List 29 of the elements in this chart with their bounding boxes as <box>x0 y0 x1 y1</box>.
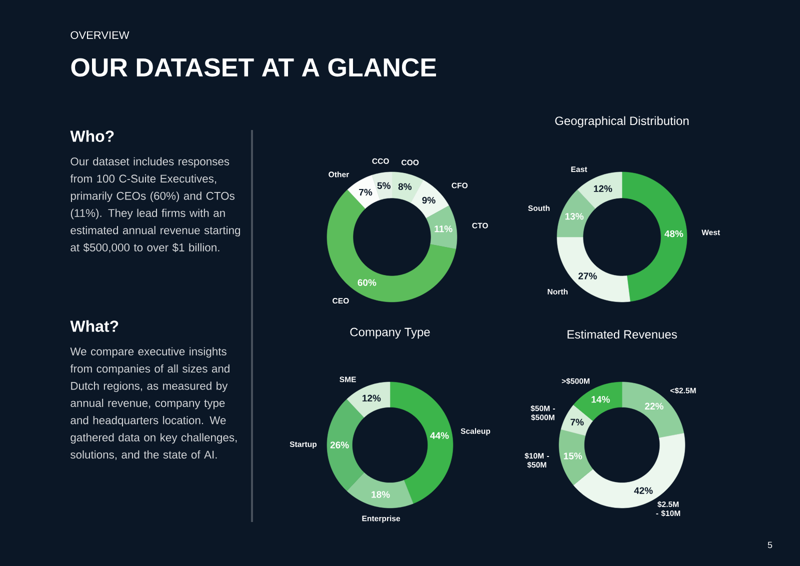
text: OVERVIEW <box>70 31 130 39</box>
text: What? <box>70 320 118 332</box>
data-label: 42% <box>634 487 653 494</box>
chart-title: Estimated Revenues <box>568 330 677 339</box>
data-label: 27% <box>578 272 597 280</box>
text: 5 <box>768 542 772 548</box>
text: Who? <box>70 130 114 142</box>
data-label: 11% <box>434 226 452 232</box>
chart-title: Geographical Distribution <box>555 116 689 128</box>
data-label: 14% <box>592 396 610 403</box>
data-label: 26% <box>330 442 349 448</box>
data-label: 7% <box>570 418 584 426</box>
data-label: 5% <box>377 182 390 189</box>
text: We compare executive insights from companies of all sizes and Dutch regions, as measured by annual revenue, company type and headquarters location. We gathered data on key challenges, solutions, and the state of AI. <box>70 347 237 460</box>
text: OUR DATASET AT A GLANCE <box>71 58 436 77</box>
chart-title: Company Type <box>350 328 430 339</box>
data-label: 13% <box>565 212 584 220</box>
data-label: 7% <box>359 188 372 196</box>
data-label: 12% <box>594 185 612 192</box>
data-label: 15% <box>564 452 582 460</box>
data-label: 48% <box>664 230 684 238</box>
data-label: 9% <box>422 196 436 204</box>
data-label: 60% <box>358 279 376 286</box>
data-label: 8% <box>398 183 412 190</box>
data-label: 12% <box>362 394 381 402</box>
data-label: 44% <box>430 432 449 439</box>
text: Our dataset includes responses from 100 C-Suite Executives, primarily CEOs (60%) and CTOs (11%). They lead firms with an estimated annual revenue starting at $500,000 to over $1 billion. <box>70 157 240 253</box>
data-label: 18% <box>372 491 390 498</box>
data-label: 22% <box>644 402 664 410</box>
